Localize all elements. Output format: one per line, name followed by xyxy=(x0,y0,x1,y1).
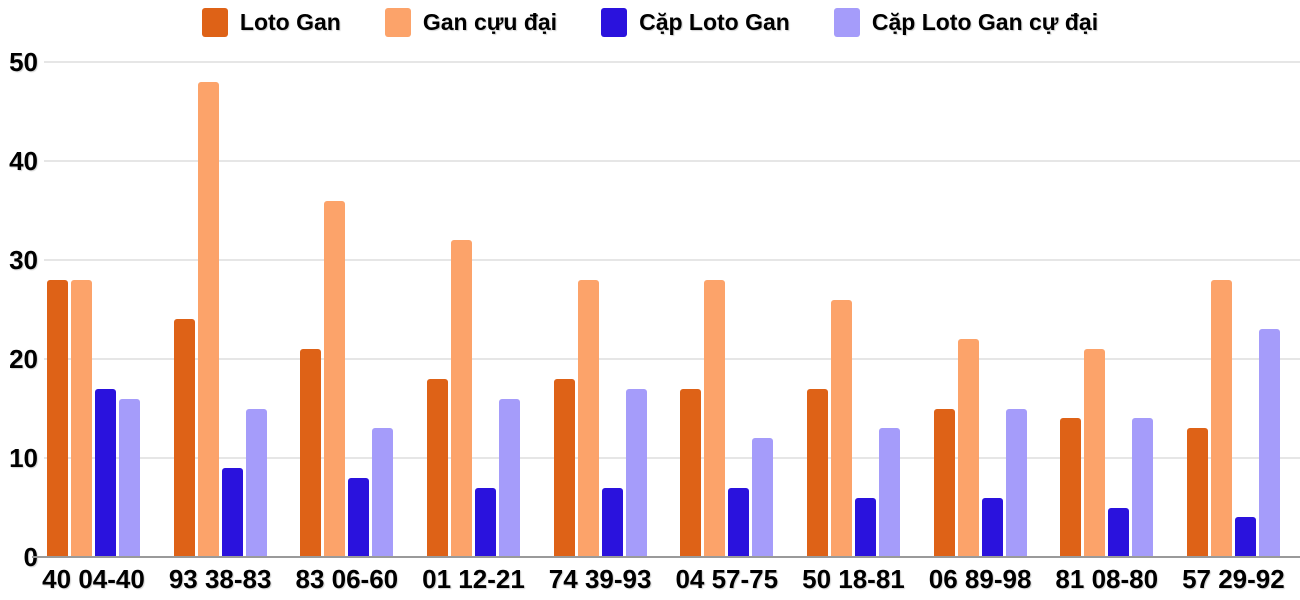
bar-group xyxy=(1060,62,1154,557)
bar-series-3[interactable] xyxy=(221,467,243,557)
legend-label: Loto Gan xyxy=(239,9,341,35)
bar-series-3[interactable] xyxy=(601,487,623,557)
x-tick-cell: 50 18-81 xyxy=(802,564,905,595)
legend-label: Gan cựu đại xyxy=(422,9,558,35)
bar-series-4[interactable] xyxy=(498,398,520,557)
bar-series-3[interactable] xyxy=(348,477,370,557)
bar-series-4[interactable] xyxy=(1005,408,1027,557)
bar-series-2[interactable] xyxy=(197,81,219,557)
bar-series-1[interactable] xyxy=(553,378,575,557)
bar-series-2[interactable] xyxy=(71,279,92,557)
bar-series-2[interactable] xyxy=(577,279,599,557)
chart-legend: Loto Gan Gan cựu đại Cặp Loto Gan Cặp Loto … xyxy=(0,8,1300,37)
x-tick-cell: 57 29-92 xyxy=(1182,564,1285,595)
bar-series-3[interactable] xyxy=(728,487,750,557)
bar-series-4[interactable] xyxy=(1132,418,1154,557)
x-tick-cell: 01 12-21 xyxy=(422,564,525,595)
x-axis-baseline xyxy=(32,556,1300,558)
bar-series-4[interactable] xyxy=(245,408,267,557)
x-tick-label: 93 38-83 xyxy=(168,564,272,594)
bar-series-4[interactable] xyxy=(878,428,900,557)
x-tick-label: 40 04-40 xyxy=(42,564,145,594)
legend-swatch-icon xyxy=(384,8,411,37)
bar-series-3[interactable] xyxy=(854,497,876,557)
bar-series-2[interactable] xyxy=(324,200,346,557)
bar-group xyxy=(553,62,647,557)
x-tick-label: 04 57-75 xyxy=(675,564,779,594)
bar-series-4[interactable] xyxy=(625,388,647,557)
bar-series-3[interactable] xyxy=(1234,517,1256,557)
bar-series-2[interactable] xyxy=(1210,279,1232,557)
bar-series-1[interactable] xyxy=(173,319,195,557)
gridline xyxy=(44,358,1300,360)
bar-series-2[interactable] xyxy=(1084,349,1106,557)
legend-item-series-4[interactable]: Cặp Loto Gan cự đại xyxy=(833,8,1099,37)
bar-group xyxy=(1186,62,1280,557)
bar-group xyxy=(300,62,394,557)
plot-area xyxy=(45,62,1300,557)
bar-group xyxy=(173,62,267,557)
x-tick-cell: 81 08-80 xyxy=(1055,564,1158,595)
bar-series-4[interactable] xyxy=(119,398,140,557)
bar-series-4[interactable] xyxy=(752,438,774,557)
gridline xyxy=(44,457,1300,459)
y-tick-label: 50 xyxy=(9,47,38,77)
legend-item-series-1[interactable]: Loto Gan xyxy=(201,8,341,37)
x-tick-cell: 06 89-98 xyxy=(929,564,1032,595)
bar-series-1[interactable] xyxy=(1060,418,1082,557)
y-tick-label: 10 xyxy=(9,443,38,473)
y-tick-label: 30 xyxy=(9,245,38,275)
bar-series-4[interactable] xyxy=(1258,329,1280,557)
x-tick-cell: 93 38-83 xyxy=(169,564,272,595)
x-tick-label: 81 08-80 xyxy=(1055,564,1159,594)
bar-group xyxy=(426,62,520,557)
bar-series-3[interactable] xyxy=(95,388,116,557)
legend-item-series-3[interactable]: Cặp Loto Gan xyxy=(601,8,790,37)
bar-group xyxy=(680,62,774,557)
bar-series-2[interactable] xyxy=(450,240,472,557)
bar-group xyxy=(47,62,140,557)
bar-group xyxy=(933,62,1027,557)
bar-series-1[interactable] xyxy=(806,388,828,557)
bar-series-1[interactable] xyxy=(680,388,702,557)
bar-series-2[interactable] xyxy=(957,339,979,557)
x-tick-label: 50 18-81 xyxy=(802,564,905,594)
bar-series-1[interactable] xyxy=(47,279,68,557)
gridline xyxy=(44,61,1300,63)
legend-swatch-icon xyxy=(601,8,628,37)
x-tick-label: 74 39-93 xyxy=(548,564,652,594)
x-tick-cell: 40 04-40 xyxy=(42,564,145,595)
bar-series-3[interactable] xyxy=(981,497,1003,557)
bar-series-3[interactable] xyxy=(1108,507,1130,557)
bar-series-1[interactable] xyxy=(426,378,448,557)
x-tick-label: 83 06-60 xyxy=(295,564,399,594)
bar-series-1[interactable] xyxy=(933,408,955,557)
x-tick-label: 57 29-92 xyxy=(1182,564,1285,594)
legend-label: Cặp Loto Gan xyxy=(639,9,790,35)
legend-swatch-icon xyxy=(201,8,228,37)
legend-swatch-icon xyxy=(833,8,860,37)
gridline xyxy=(44,160,1300,162)
bar-group xyxy=(806,62,900,557)
x-tick-cell: 83 06-60 xyxy=(295,564,398,595)
x-tick-label: 06 89-98 xyxy=(928,564,1032,594)
x-tick-cell: 04 57-75 xyxy=(675,564,778,595)
bar-series-4[interactable] xyxy=(372,428,394,557)
legend-item-series-2[interactable]: Gan cựu đại xyxy=(384,8,558,37)
x-tick-cell: 74 39-93 xyxy=(549,564,652,595)
x-axis-labels: 40 04-40 93 38-83 83 06-60 01 12-21 74 39-93… xyxy=(42,564,1300,595)
y-tick-label: 0 xyxy=(23,542,38,572)
bar-series-1[interactable] xyxy=(1186,428,1208,557)
x-tick-label: 01 12-21 xyxy=(422,564,525,594)
bar-series-2[interactable] xyxy=(704,279,726,557)
gridline xyxy=(44,259,1300,261)
y-tick-label: 20 xyxy=(9,344,38,374)
bar-series-1[interactable] xyxy=(300,349,322,557)
y-tick-label: 40 xyxy=(9,146,38,176)
bar-series-2[interactable] xyxy=(830,299,852,557)
legend-label: Cặp Loto Gan cự đại xyxy=(871,9,1099,35)
bar-series-3[interactable] xyxy=(474,487,496,557)
